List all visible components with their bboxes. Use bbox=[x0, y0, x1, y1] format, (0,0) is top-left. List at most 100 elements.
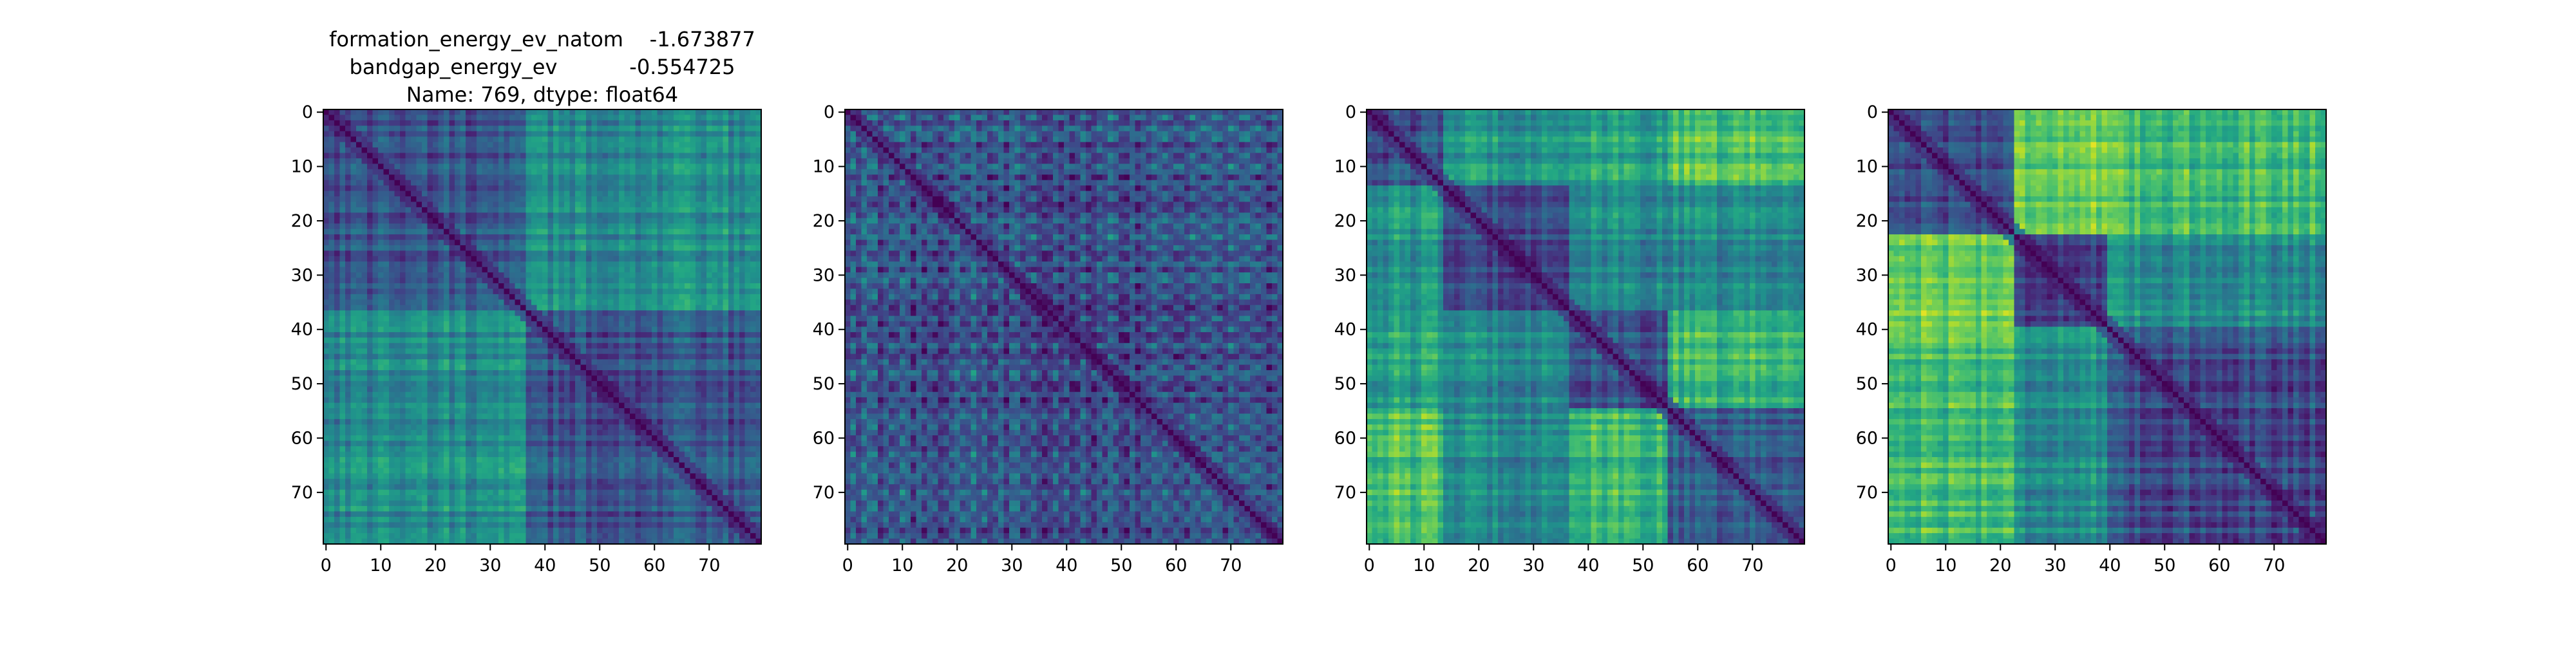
heatmap-cell bbox=[439, 408, 444, 414]
heatmap-cell bbox=[581, 403, 587, 409]
heatmap-cell bbox=[345, 414, 351, 420]
heatmap-cell bbox=[520, 267, 526, 273]
heatmap-cell bbox=[417, 234, 422, 240]
heatmap-cell bbox=[564, 191, 570, 197]
heatmap-cell bbox=[734, 164, 740, 169]
heatmap-cell bbox=[636, 381, 641, 387]
heatmap-cell bbox=[734, 240, 740, 246]
heatmap-cell bbox=[647, 191, 652, 197]
heatmap-cell bbox=[498, 218, 504, 224]
heatmap-cell bbox=[488, 288, 493, 294]
heatmap-cell bbox=[586, 158, 592, 164]
heatmap-cell bbox=[614, 403, 620, 409]
heatmap-cell bbox=[373, 348, 379, 354]
heatmap-cell bbox=[471, 272, 477, 278]
heatmap-cell bbox=[334, 321, 340, 327]
heatmap-cell bbox=[422, 408, 428, 414]
heatmap-cell bbox=[658, 234, 663, 240]
heatmap-cell bbox=[548, 332, 554, 338]
heatmap-cell bbox=[739, 316, 745, 322]
heatmap-cell bbox=[422, 381, 428, 387]
heatmap-cell bbox=[717, 272, 723, 278]
heatmap-cell bbox=[625, 174, 630, 180]
heatmap-cell bbox=[597, 234, 603, 240]
heatmap-cell bbox=[586, 359, 592, 365]
heatmap-cell bbox=[345, 299, 351, 305]
heatmap-cell bbox=[712, 218, 718, 224]
heatmap-cell bbox=[526, 256, 532, 262]
heatmap-cell bbox=[455, 250, 460, 256]
heatmap-cell bbox=[411, 212, 417, 218]
heatmap-cell bbox=[619, 392, 625, 398]
heatmap-cell bbox=[701, 223, 707, 229]
heatmap-cell bbox=[630, 435, 636, 441]
heatmap-cell bbox=[488, 305, 493, 311]
heatmap-cell bbox=[696, 229, 701, 235]
heatmap-cell bbox=[531, 343, 537, 349]
heatmap-cell bbox=[728, 218, 734, 224]
heatmap-cell bbox=[493, 288, 499, 294]
heatmap-cell bbox=[367, 408, 373, 414]
heatmap-cell bbox=[417, 310, 422, 316]
heatmap-cell bbox=[460, 147, 466, 153]
heatmap-cell bbox=[531, 288, 537, 294]
heatmap-cell bbox=[460, 430, 466, 436]
heatmap-cell bbox=[367, 446, 373, 452]
heatmap-cell bbox=[674, 278, 679, 284]
heatmap-cell bbox=[329, 272, 335, 278]
heatmap-cell bbox=[690, 370, 696, 376]
heatmap-cell bbox=[417, 370, 422, 376]
heatmap-cell bbox=[717, 299, 723, 305]
heatmap-cell bbox=[520, 359, 526, 365]
heatmap-cell bbox=[367, 169, 373, 175]
heatmap-cell bbox=[542, 212, 548, 218]
heatmap-cell bbox=[378, 375, 384, 381]
heatmap-cell bbox=[493, 386, 499, 392]
heatmap-cell bbox=[345, 180, 351, 186]
heatmap-cell bbox=[471, 441, 477, 447]
heatmap-cell bbox=[471, 191, 477, 197]
heatmap-cell bbox=[575, 218, 581, 224]
heatmap-cell bbox=[630, 115, 636, 120]
heatmap-cell bbox=[734, 392, 740, 398]
heatmap-cell bbox=[674, 120, 679, 126]
heatmap-cell bbox=[559, 174, 565, 180]
heatmap-cell bbox=[734, 370, 740, 376]
heatmap-cell bbox=[509, 365, 515, 371]
heatmap-cell bbox=[395, 365, 401, 371]
heatmap-cell bbox=[515, 386, 521, 392]
heatmap-cell bbox=[444, 169, 450, 175]
heatmap-cell bbox=[603, 256, 609, 262]
heatmap-cell bbox=[422, 136, 428, 142]
heatmap-cell bbox=[504, 174, 510, 180]
heatmap-cell bbox=[389, 180, 395, 186]
heatmap-cell bbox=[619, 359, 625, 365]
heatmap-cell bbox=[334, 337, 340, 343]
heatmap-cell bbox=[570, 316, 576, 322]
heatmap-cell bbox=[439, 321, 444, 327]
heatmap-cell bbox=[685, 386, 690, 392]
heatmap-cell bbox=[734, 435, 740, 441]
heatmap-cell bbox=[603, 365, 609, 371]
heatmap-cell bbox=[422, 365, 428, 371]
heatmap-cell bbox=[384, 136, 390, 142]
heatmap-cell bbox=[625, 240, 630, 246]
heatmap-cell bbox=[471, 435, 477, 441]
heatmap-cell bbox=[356, 305, 362, 311]
heatmap-cell bbox=[329, 414, 335, 420]
heatmap-cell bbox=[674, 131, 679, 137]
heatmap-cell bbox=[395, 218, 401, 224]
heatmap-cell bbox=[466, 234, 471, 240]
heatmap-cell bbox=[586, 327, 592, 333]
heatmap-cell bbox=[378, 332, 384, 338]
heatmap-cell bbox=[373, 332, 379, 338]
heatmap-cell bbox=[603, 164, 609, 169]
heatmap-cell bbox=[460, 234, 466, 240]
heatmap-cell bbox=[384, 207, 390, 213]
heatmap-cell bbox=[603, 283, 609, 289]
heatmap-cell bbox=[625, 397, 630, 403]
heatmap-cell bbox=[636, 245, 641, 251]
heatmap-cell bbox=[367, 240, 373, 246]
heatmap-cell bbox=[701, 202, 707, 207]
heatmap-cell bbox=[417, 240, 422, 246]
